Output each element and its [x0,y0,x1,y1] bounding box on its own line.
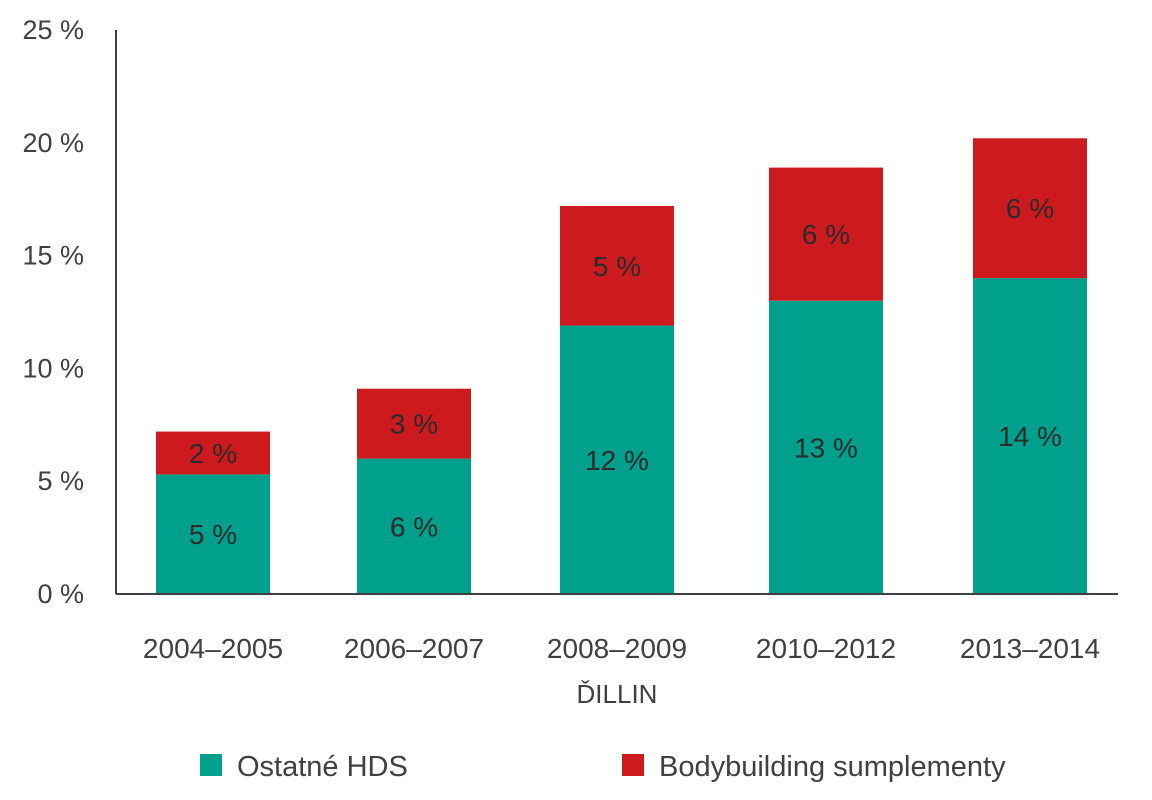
bar-data-label: 6 % [1006,193,1054,224]
bar-data-label: 3 % [390,409,438,440]
bar-segment [560,325,674,594]
legend-swatch [200,754,222,776]
y-tick-label: 0 % [37,579,84,609]
bar-segment [769,167,883,301]
bar-segment [357,458,471,594]
x-tick-label: 2008–2009 [547,633,687,664]
bar-segment [769,300,883,594]
bar-data-label: 12 % [585,445,649,476]
bar-segment [560,205,674,326]
legend-swatch [622,754,644,776]
x-tick-label: 2006–2007 [344,633,484,664]
legend-label: Ostatné HDS [237,751,408,783]
legend-item: Ostatné HDS [200,751,408,783]
bar-data-label: 14 % [998,421,1062,452]
bar-data-label: 6 % [390,511,438,542]
bar-data-label: 5 % [593,251,641,282]
bar-data-label: 13 % [794,432,858,463]
legend-item: Bodybuilding sumplementy [622,751,1006,783]
y-tick-label: 25 % [22,15,84,45]
bar-segment [156,431,270,475]
bar-segment [973,138,1087,279]
y-tick-label: 5 % [37,466,84,496]
y-axis-ticks: 0 % 5 % 10 % 15 % 20 % 25 % [22,15,84,609]
x-tick-label: 2013–2014 [960,633,1100,664]
bar-segment [156,474,270,594]
x-tick-label: 2010–2012 [756,633,896,664]
legend-label: Bodybuilding sumplementy [659,751,1006,783]
x-tick-label: 2004–2005 [143,633,283,664]
x-axis-title: ĎILLIN [577,679,658,709]
y-tick-label: 20 % [22,128,84,158]
y-tick-label: 10 % [22,353,84,383]
bar-segment [357,388,471,459]
legend: Ostatné HDS Bodybuilding sumplementy [200,751,1006,783]
x-axis-ticks: 2004–2005 2006–2007 2008–2009 2010–2012 2013… [143,633,1100,664]
bar-data-label: 2 % [189,438,237,469]
y-tick-label: 15 % [22,241,84,271]
bars [156,138,1087,594]
bar-data-label: 6 % [802,219,850,250]
bar-data-label: 5 % [189,519,237,550]
bar-data-labels: 5 % 2 % 6 % 3 % 12 % 5 % 13 % 6 % 14 % 6 % [189,193,1062,550]
bar-segment [973,278,1087,594]
